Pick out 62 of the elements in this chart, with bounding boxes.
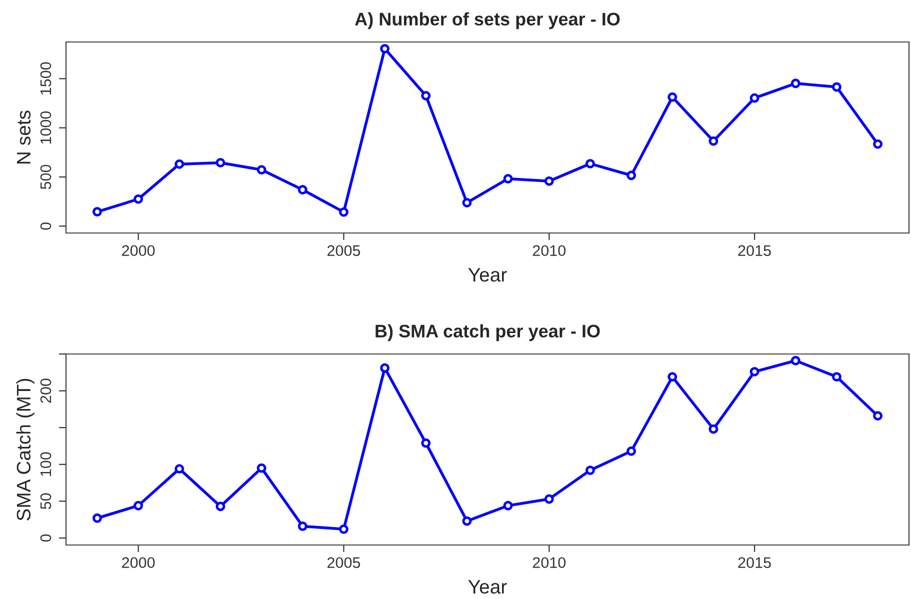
point — [668, 372, 678, 382]
point — [503, 174, 513, 184]
point — [832, 82, 842, 92]
point — [338, 207, 348, 217]
point — [134, 194, 144, 204]
point — [216, 502, 226, 512]
point — [668, 92, 678, 102]
point — [421, 90, 431, 100]
x-tick-label: 2015 — [738, 245, 771, 256]
point — [503, 500, 513, 510]
point — [873, 411, 882, 421]
point — [832, 372, 842, 382]
point — [216, 158, 226, 168]
x-tick-label: 2005 — [327, 245, 360, 256]
point — [750, 93, 760, 103]
chart-title: A) Number of sets per year - IO — [355, 12, 620, 30]
point — [544, 494, 554, 504]
x-tick-label: 2010 — [532, 245, 566, 256]
point — [338, 524, 348, 534]
y-tick-label: 200 — [40, 378, 52, 403]
x-axis-title: Year — [468, 268, 507, 282]
y-tick-label: 0 — [40, 534, 52, 542]
point — [790, 356, 800, 366]
y-axis-title: N sets — [16, 110, 31, 164]
point — [380, 363, 390, 373]
point — [790, 78, 800, 88]
y-tick-label: 1000 — [40, 111, 52, 144]
point — [92, 207, 102, 216]
point — [544, 176, 554, 186]
chart-title: B) SMA catch per year - IO — [376, 324, 600, 342]
point — [750, 366, 760, 376]
y-tick-label: 500 — [40, 164, 52, 190]
y-tick-label: 50 — [40, 493, 52, 510]
point — [298, 185, 308, 194]
x-tick-label: 2005 — [327, 557, 360, 568]
point — [256, 165, 266, 175]
point — [626, 170, 636, 180]
point — [134, 500, 144, 510]
y-axis-title: SMA Catch (MT) — [16, 378, 34, 520]
point — [462, 516, 472, 526]
y-tick-label: 0 — [40, 222, 52, 230]
point — [626, 446, 636, 456]
x-axis-title: Year — [468, 580, 507, 594]
x-tick-label: 2015 — [738, 557, 771, 568]
point — [174, 464, 184, 474]
x-tick-label: 2000 — [122, 245, 155, 256]
point — [585, 466, 595, 476]
point — [585, 158, 595, 168]
y-tick-label: 100 — [40, 452, 52, 476]
point — [92, 513, 102, 523]
x-tick-label: 2000 — [122, 557, 155, 568]
y-tick-label: 1500 — [40, 62, 52, 94]
point — [380, 44, 390, 54]
point — [421, 438, 431, 448]
x-tick-label: 2010 — [532, 557, 566, 568]
point — [462, 198, 472, 208]
point — [708, 136, 718, 146]
point — [298, 522, 308, 531]
point — [873, 139, 882, 149]
point — [708, 424, 718, 434]
point — [174, 159, 184, 169]
point — [256, 463, 266, 473]
